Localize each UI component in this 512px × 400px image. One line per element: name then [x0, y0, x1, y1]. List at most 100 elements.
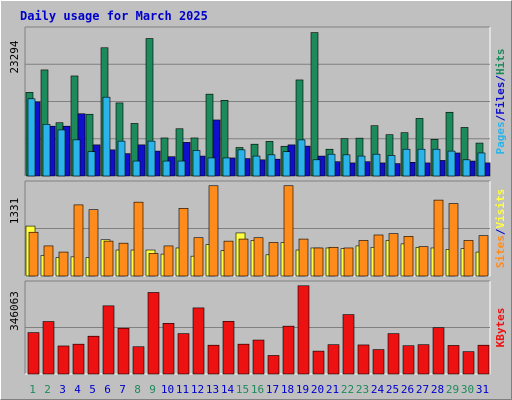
bar-sites-day-27 — [418, 246, 429, 277]
x-tick-label: 14 — [221, 383, 235, 396]
bar-kbytes-day-6 — [102, 305, 115, 375]
bar-kbytes-day-26 — [402, 345, 415, 375]
chart-title: Daily usage for March 2025 — [20, 9, 208, 23]
bar-sites-day-5 — [88, 209, 99, 277]
bar-pages-day-21 — [327, 153, 336, 177]
bar-pages-day-4 — [72, 139, 81, 177]
bar-kbytes-day-9 — [147, 292, 160, 375]
bar-kbytes-day-29 — [447, 345, 460, 375]
bar-sites-day-11 — [178, 208, 189, 277]
bar-sites-day-15 — [238, 238, 249, 277]
x-tick-label: 27 — [416, 383, 429, 396]
bar-sites-day-14 — [223, 240, 234, 277]
bar-pages-day-13 — [207, 157, 216, 177]
bar-sites-day-7 — [118, 242, 129, 277]
x-tick-label: 7 — [119, 383, 126, 396]
bar-sites-day-30 — [463, 240, 474, 277]
bar-pages-day-26 — [402, 148, 411, 177]
x-tick-label: 23 — [356, 383, 369, 396]
bar-kbytes-day-23 — [357, 344, 370, 375]
bar-sites-day-18 — [283, 185, 294, 277]
x-tick-label: 15 — [236, 383, 249, 396]
bar-sites-day-9 — [148, 253, 159, 277]
x-tick-label: 19 — [296, 383, 309, 396]
bar-files-day-13 — [212, 119, 221, 177]
legend-entry: Pages — [494, 121, 507, 154]
bar-kbytes-day-18 — [282, 325, 295, 375]
bar-sites-day-25 — [388, 233, 399, 277]
bar-pages-day-29 — [447, 150, 456, 177]
x-tick-label: 13 — [206, 383, 219, 396]
bar-kbytes-day-24 — [372, 349, 385, 375]
bar-pages-day-16 — [252, 155, 261, 177]
x-tick-label: 26 — [401, 383, 414, 396]
bar-sites-day-8 — [133, 201, 144, 277]
bar-pages-day-11 — [177, 160, 186, 177]
bar-pages-day-20 — [312, 159, 321, 177]
series-pages — [27, 96, 486, 177]
x-tick-label: 10 — [161, 383, 174, 396]
series-sites — [28, 185, 489, 277]
bar-kbytes-day-31 — [477, 344, 490, 375]
bar-pages-day-23 — [357, 155, 366, 177]
bar-kbytes-day-11 — [177, 333, 190, 375]
bar-sites-day-31 — [478, 235, 489, 277]
legend-hits-files-pages: Pages/Files/Hits — [494, 49, 507, 155]
bar-sites-day-16 — [253, 237, 264, 277]
bar-kbytes-day-1 — [27, 332, 40, 375]
legend-entry: Hits — [494, 49, 507, 76]
x-tick-label: 28 — [431, 383, 444, 396]
bar-sites-day-26 — [403, 236, 414, 277]
bar-pages-day-7 — [117, 140, 126, 177]
bar-kbytes-day-4 — [72, 343, 85, 375]
x-tick-label: 17 — [266, 383, 279, 396]
legend-entry: / — [494, 228, 507, 235]
x-tick-label: 21 — [326, 383, 339, 396]
bar-kbytes-day-20 — [312, 350, 325, 375]
x-tick-label: 4 — [74, 383, 81, 396]
bar-hits-day-20 — [310, 32, 319, 177]
bar-sites-day-28 — [433, 199, 444, 277]
x-tick-label: 16 — [251, 383, 264, 396]
bar-sites-day-29 — [448, 203, 459, 277]
bar-sites-day-6 — [103, 240, 114, 277]
bar-kbytes-day-2 — [42, 321, 55, 375]
bar-files-day-11 — [182, 142, 191, 177]
y-max-label: 1331 — [8, 198, 21, 225]
legend-entry: KBytes — [494, 308, 507, 348]
bar-files-day-8 — [137, 144, 146, 177]
bar-pages-day-25 — [387, 155, 396, 177]
bar-kbytes-day-7 — [117, 327, 130, 375]
x-tick-label: 18 — [281, 383, 294, 396]
x-tick-label: 5 — [89, 383, 96, 396]
bar-pages-day-3 — [57, 129, 66, 177]
bar-sites-day-12 — [193, 237, 204, 277]
bar-kbytes-day-17 — [267, 355, 280, 375]
bar-kbytes-day-30 — [462, 351, 475, 375]
x-tick-label: 3 — [59, 383, 66, 396]
bar-pages-day-27 — [417, 148, 426, 177]
bar-sites-day-24 — [373, 234, 384, 277]
x-tick-label: 9 — [149, 383, 156, 396]
bar-pages-day-12 — [192, 150, 201, 177]
bar-pages-day-1 — [27, 98, 36, 177]
bar-sites-day-3 — [58, 251, 69, 277]
bar-pages-day-2 — [42, 124, 51, 177]
bar-sites-day-4 — [73, 204, 84, 277]
bar-sites-day-2 — [43, 245, 54, 277]
bar-pages-day-10 — [162, 160, 171, 177]
bar-sites-day-20 — [313, 247, 324, 277]
panel-kbytes: 346063 KBytes — [8, 280, 507, 375]
x-tick-label: 22 — [341, 383, 354, 396]
series-files — [32, 101, 491, 177]
bar-pages-day-22 — [342, 154, 351, 177]
bar-sites-day-13 — [208, 185, 219, 277]
x-tick-label: 29 — [446, 383, 459, 396]
bar-pages-day-18 — [282, 151, 291, 177]
x-tick-label: 20 — [311, 383, 324, 396]
bar-kbytes-day-16 — [252, 339, 265, 375]
legend-entry: Files — [494, 82, 507, 115]
bar-pages-day-6 — [102, 96, 111, 177]
bar-pages-day-28 — [432, 148, 441, 177]
